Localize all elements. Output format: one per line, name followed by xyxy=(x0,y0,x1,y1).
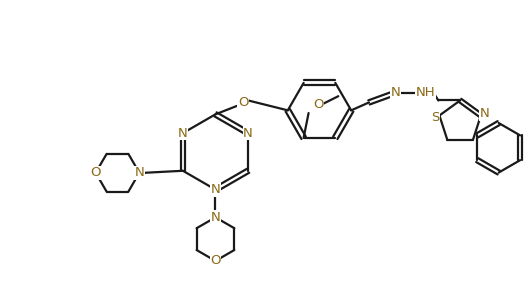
Text: N: N xyxy=(243,127,253,140)
Text: O: O xyxy=(210,254,220,268)
Text: O: O xyxy=(91,166,101,179)
Text: N: N xyxy=(391,86,401,99)
Text: NH: NH xyxy=(416,86,435,99)
Text: N: N xyxy=(210,183,220,196)
Text: S: S xyxy=(431,111,440,124)
Text: N: N xyxy=(178,127,188,140)
Text: O: O xyxy=(238,96,249,109)
Text: N: N xyxy=(135,166,144,179)
Text: N: N xyxy=(480,107,490,120)
Text: N: N xyxy=(210,211,220,224)
Text: O: O xyxy=(313,98,324,111)
